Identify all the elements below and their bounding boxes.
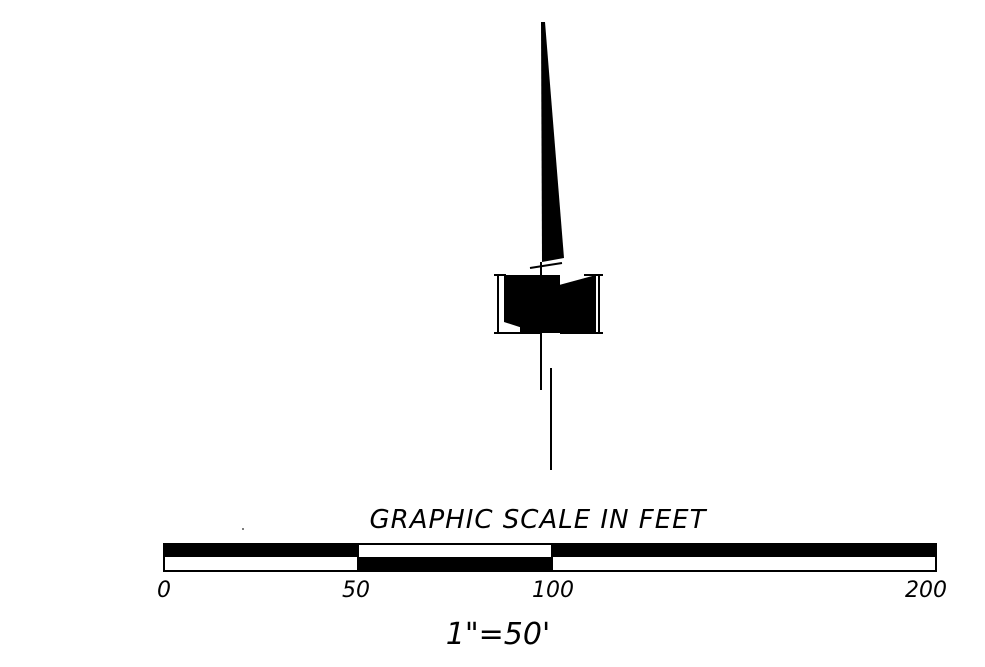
north-arrow-needle [541, 22, 564, 262]
scale-bar-segment-50-100-bottom [358, 557, 552, 571]
north-letter-n [494, 274, 603, 334]
scale-bar-segment-100-200-top [552, 544, 936, 557]
stray-dot [242, 528, 244, 530]
north-arrow-base-tick [529, 262, 563, 269]
scale-tick-0: 0 [157, 578, 171, 603]
graphic-scale: GRAPHIC SCALE IN FEET 0 50 100 200 1"=50… [157, 505, 947, 652]
scale-tick-200: 200 [905, 578, 947, 603]
scale-tick-100: 100 [532, 578, 574, 603]
scale-bar-segment-0-50-top [164, 544, 358, 557]
scale-bar [163, 543, 937, 572]
north-arrow [494, 22, 603, 470]
scale-title: GRAPHIC SCALE IN FEET [369, 505, 707, 535]
scale-ratio: 1"=50' [446, 617, 550, 652]
scale-tick-50: 50 [342, 578, 370, 603]
